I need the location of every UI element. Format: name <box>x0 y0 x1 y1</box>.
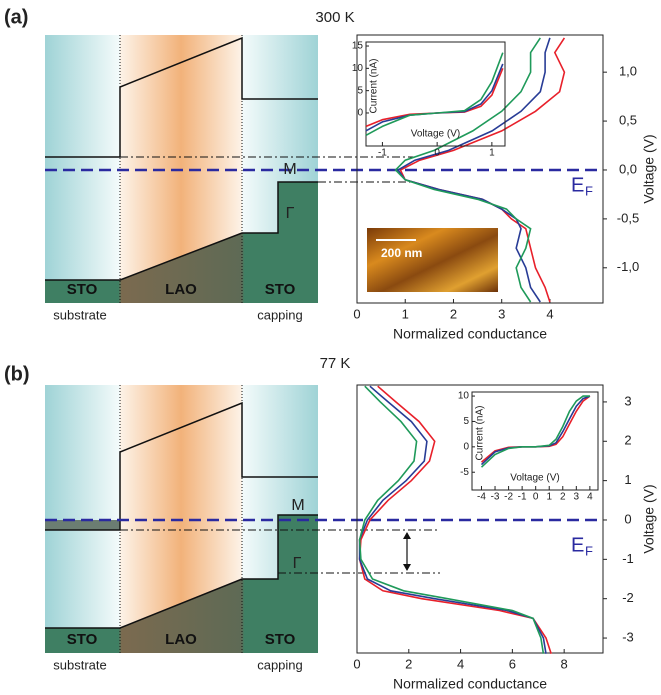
caption: substrate <box>53 657 106 672</box>
x-tick-label: 8 <box>561 656 568 671</box>
x-tick-label: -1 <box>378 148 387 159</box>
y-tick-label: 3 <box>624 393 631 408</box>
band-diagram <box>45 35 603 303</box>
chart-title: 300 K <box>315 9 354 26</box>
x-tick-label: 4 <box>457 656 464 671</box>
y-tick-label: 10 <box>458 391 470 402</box>
x-tick-label: -1 <box>518 492 527 503</box>
y-tick-label: -3 <box>622 629 634 644</box>
y-tick-label: 2 <box>624 433 631 448</box>
y-tick-label: -1 <box>622 551 634 566</box>
x-tick-label: 4 <box>587 492 593 503</box>
panel-label: (b) <box>4 363 30 385</box>
x-tick-label: 3 <box>498 306 505 321</box>
layer-label: STO <box>265 631 296 648</box>
plot-frame <box>471 391 599 491</box>
scale-bar: 200 nm <box>381 246 422 260</box>
fermi-sub: F <box>585 183 593 198</box>
y-tick-label: -1,0 <box>617 259 639 274</box>
y-tick-label: 1 <box>624 472 631 487</box>
x-tick-label: 2 <box>560 492 566 503</box>
x-tick-label: 4 <box>546 306 553 321</box>
y-axis-label: Current (nA) <box>475 405 486 460</box>
layer-label: STO <box>67 631 98 648</box>
y-tick-label: 1,0 <box>619 64 637 79</box>
x-tick-label: -3 <box>491 492 500 503</box>
x-tick-label: 6 <box>509 656 516 671</box>
m-label: M <box>283 161 296 178</box>
x-tick-label: 0 <box>434 148 440 159</box>
series-line <box>480 395 590 468</box>
y-tick-label: 5 <box>463 416 469 427</box>
gamma-label: Γ <box>286 205 295 222</box>
x-tick-label: -4 <box>477 492 486 503</box>
x-axis-label: Voltage (V) <box>510 473 559 484</box>
y-axis-label: Current (nA) <box>369 58 380 113</box>
fermi-sub: F <box>585 543 593 558</box>
y-tick-label: 0 <box>357 108 363 119</box>
x-axis-label: Normalized conductance <box>393 676 547 692</box>
fermi-label: E <box>571 534 584 556</box>
y-tick-label: 0 <box>624 511 631 526</box>
y-tick-label: 0,0 <box>619 161 637 176</box>
series-line <box>365 52 504 137</box>
x-tick-label: 1 <box>402 306 409 321</box>
y-tick-label: 10 <box>352 63 364 74</box>
y-tick-label: 0,5 <box>619 113 637 128</box>
x-tick-label: 1 <box>546 492 552 503</box>
fermi-label: E <box>571 174 584 196</box>
series-line <box>358 385 545 654</box>
band-diagram <box>45 385 603 653</box>
x-tick-label: 1 <box>489 148 495 159</box>
caption: capping <box>257 307 303 322</box>
gamma-label: Γ <box>293 555 302 572</box>
x-axis-label: Voltage (V) <box>411 129 460 140</box>
y-tick-label: 0 <box>463 441 469 452</box>
layer-label: LAO <box>165 281 197 298</box>
x-tick-label: -2 <box>504 492 513 503</box>
panel-label: (a) <box>4 6 28 28</box>
layer-label: STO <box>265 281 296 298</box>
y-tick-label: -2 <box>622 590 634 605</box>
series-line <box>358 385 552 655</box>
plot-frame <box>356 34 604 304</box>
x-tick-label: 0 <box>353 306 360 321</box>
x-tick-label: 3 <box>574 492 580 503</box>
x-tick-label: 2 <box>405 656 412 671</box>
y-axis-label: Voltage (V) <box>641 484 657 553</box>
y-tick-label: 15 <box>352 41 364 52</box>
series-line <box>394 37 541 303</box>
plot-frame <box>365 41 506 147</box>
x-tick-label: 0 <box>533 492 539 503</box>
x-axis-label: Normalized conductance <box>393 326 547 342</box>
y-tick-label: 5 <box>357 85 363 96</box>
y-tick-label: -0,5 <box>617 210 639 225</box>
caption: capping <box>257 657 303 672</box>
layer-label: LAO <box>165 631 197 648</box>
y-axis-label: Voltage (V) <box>641 134 657 203</box>
x-tick-label: 0 <box>353 656 360 671</box>
x-tick-label: 2 <box>450 306 457 321</box>
plot-frame <box>356 384 604 654</box>
layer-label: STO <box>67 281 98 298</box>
y-tick-label: -5 <box>460 467 469 478</box>
caption: substrate <box>53 307 106 322</box>
m-label: M <box>291 497 304 514</box>
chart-title: 77 K <box>320 355 351 372</box>
